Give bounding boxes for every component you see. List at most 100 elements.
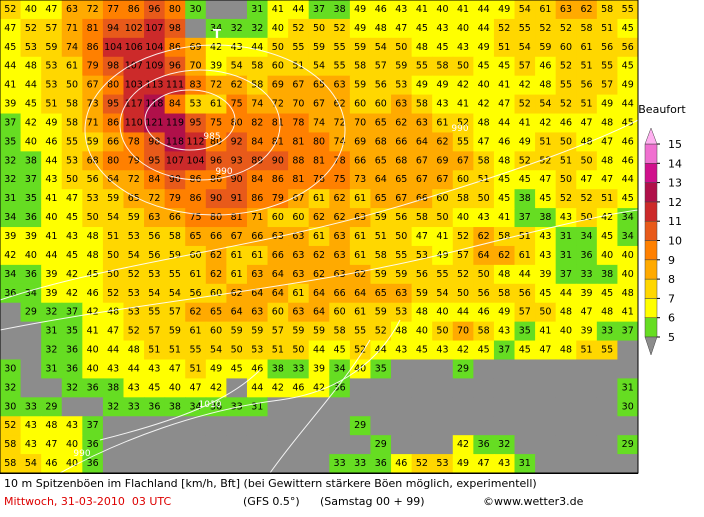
wind-value: 40 <box>45 212 57 223</box>
wind-cell <box>555 18 577 39</box>
wind-value: 39 <box>539 269 551 280</box>
wind-cell <box>164 321 186 342</box>
wind-value: 43 <box>498 326 510 337</box>
wind-value: 54 <box>519 42 531 53</box>
wind-value: 46 <box>622 155 634 166</box>
wind-value: 41 <box>519 117 531 128</box>
wind-cell <box>493 302 516 323</box>
wind-cell <box>576 378 598 398</box>
wind-value: 41 <box>45 231 57 242</box>
wind-cell <box>596 208 618 228</box>
wind-cell <box>288 416 310 436</box>
wind-value: 72 <box>210 80 222 91</box>
wind-cell <box>370 170 392 190</box>
wind-value: 62 <box>436 136 448 147</box>
wind-cell <box>246 37 269 58</box>
wind-value: 38 <box>107 382 119 393</box>
wind-cell <box>123 18 145 39</box>
wind-value: 60 <box>272 61 284 72</box>
wind-value: 37 <box>313 4 325 15</box>
wind-value: 67 <box>87 80 99 91</box>
wind-cell <box>226 75 248 96</box>
wind-cell <box>391 264 413 285</box>
wind-value: 40 <box>436 4 448 15</box>
wind-value: 31 <box>251 4 263 15</box>
wind-cell <box>164 151 186 171</box>
wind-value: 104 <box>186 155 204 166</box>
wind-value: 32 <box>498 439 510 450</box>
wind-cell <box>41 340 63 360</box>
wind-cell <box>514 113 536 133</box>
wind-cell <box>596 435 618 455</box>
wind-value: 37 <box>87 420 99 431</box>
wind-cell <box>473 132 495 152</box>
wind-cell <box>41 245 63 266</box>
wind-cell <box>164 340 186 360</box>
wind-cell <box>102 132 124 152</box>
wind-cell <box>144 302 166 323</box>
wind-value: 34 <box>622 212 634 223</box>
wind-value: 48 <box>395 326 407 337</box>
wind-cell <box>226 416 248 436</box>
wind-cell <box>185 56 207 77</box>
wind-cell <box>246 378 269 398</box>
wind-value: 48 <box>581 136 593 147</box>
wind-cell <box>82 227 104 247</box>
wind-value: 86 <box>107 117 119 128</box>
wind-value: 104 <box>145 42 163 53</box>
wind-cell <box>514 132 536 152</box>
wind-cell <box>596 0 618 20</box>
wind-value: 88 <box>292 155 304 166</box>
wind-value: 56 <box>148 250 160 261</box>
wind-cell <box>20 302 42 323</box>
wind-cell <box>391 435 413 455</box>
wind-value: 80 <box>210 136 222 147</box>
wind-cell <box>102 75 124 96</box>
wind-cell <box>164 359 186 379</box>
wind-value: 45 <box>498 174 510 185</box>
wind-cell <box>185 0 207 20</box>
wind-cell <box>473 264 495 285</box>
wind-value: 50 <box>66 80 78 91</box>
wind-value: 39 <box>313 363 325 374</box>
wind-cell <box>514 340 536 360</box>
wind-value: 51 <box>148 345 160 356</box>
wind-value: 42 <box>210 42 222 53</box>
wind-value: 36 <box>4 288 16 299</box>
wind-value: 42 <box>457 80 469 91</box>
wind-cell <box>596 359 618 379</box>
wind-value: 57 <box>169 307 181 318</box>
wind-cell <box>246 132 269 152</box>
wind-value: 62 <box>581 4 593 15</box>
wind-cell <box>411 56 433 77</box>
wind-cell <box>411 94 433 115</box>
wind-cell <box>555 416 577 436</box>
wind-value: 46 <box>87 288 99 299</box>
colorbar-segment <box>644 182 658 203</box>
wind-value: 41 <box>457 99 469 110</box>
wind-value: 81 <box>272 117 284 128</box>
wind-cell <box>82 75 104 96</box>
wind-value: 66 <box>334 288 346 299</box>
wind-cell <box>514 245 536 266</box>
wind-value: 49 <box>498 307 510 318</box>
wind-cell <box>123 170 145 190</box>
wind-cell <box>617 321 639 342</box>
wind-value: 53 <box>45 80 57 91</box>
wind-value: 48 <box>478 117 490 128</box>
wind-value: 45 <box>231 363 243 374</box>
wind-cell <box>246 416 269 436</box>
wind-value: 35 <box>66 326 78 337</box>
wind-value: 64 <box>313 307 325 318</box>
colorbar-label: 14 <box>668 157 682 170</box>
wind-value: 45 <box>478 61 490 72</box>
wind-value: 72 <box>128 174 140 185</box>
wind-cell <box>370 264 392 285</box>
wind-cell <box>617 264 639 285</box>
wind-cell <box>308 264 330 285</box>
wind-value: 41 <box>436 231 448 242</box>
wind-value: 73 <box>354 174 366 185</box>
wind-cell <box>123 113 145 133</box>
wind-cell <box>123 340 145 360</box>
wind-value: 48 <box>416 307 428 318</box>
